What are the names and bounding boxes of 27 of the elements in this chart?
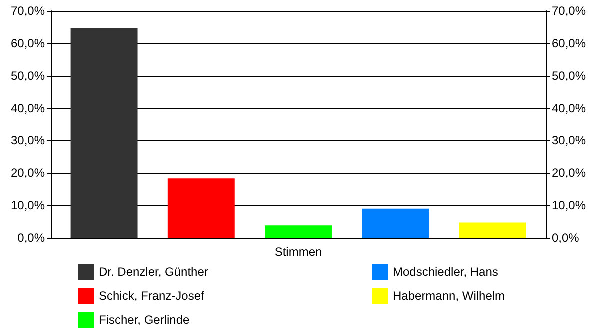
legend-label: Schick, Franz-Josef [99,289,206,303]
bar [362,208,430,238]
legend-label: Modschiedler, Hans [393,265,498,279]
y-tick-label: 50,0% [10,68,46,83]
text: 30,0% [552,134,586,148]
y-tick-label: 20,0% [10,166,46,180]
text: 40,0% [552,101,586,116]
text: 50,0% [552,68,586,83]
x-tick-label: Stimmen [274,245,322,259]
bar [459,222,526,238]
y-tick-label: 0,0% [18,231,46,245]
bar [168,178,235,238]
text: 20,0% [552,166,586,180]
text: 0,0% [552,231,580,245]
y-tick-label: 70,0% [10,4,46,18]
bar [265,226,332,238]
y-tick-label: 60,0% [10,36,46,50]
legend-label: Dr. Denzler, Günther [99,265,208,279]
y-tick-label: 30,0% [10,134,46,148]
legend-label: Habermann, Wilhelm [393,289,506,303]
bar [70,28,138,238]
text: 60,0% [552,36,586,50]
y-tick-label: 40,0% [10,101,46,116]
legend-label: Fischer, Gerlinde [99,313,190,327]
y-tick-label: 10,0% [10,198,46,213]
text: 10,0% [552,198,586,213]
text: 70,0% [552,4,586,18]
